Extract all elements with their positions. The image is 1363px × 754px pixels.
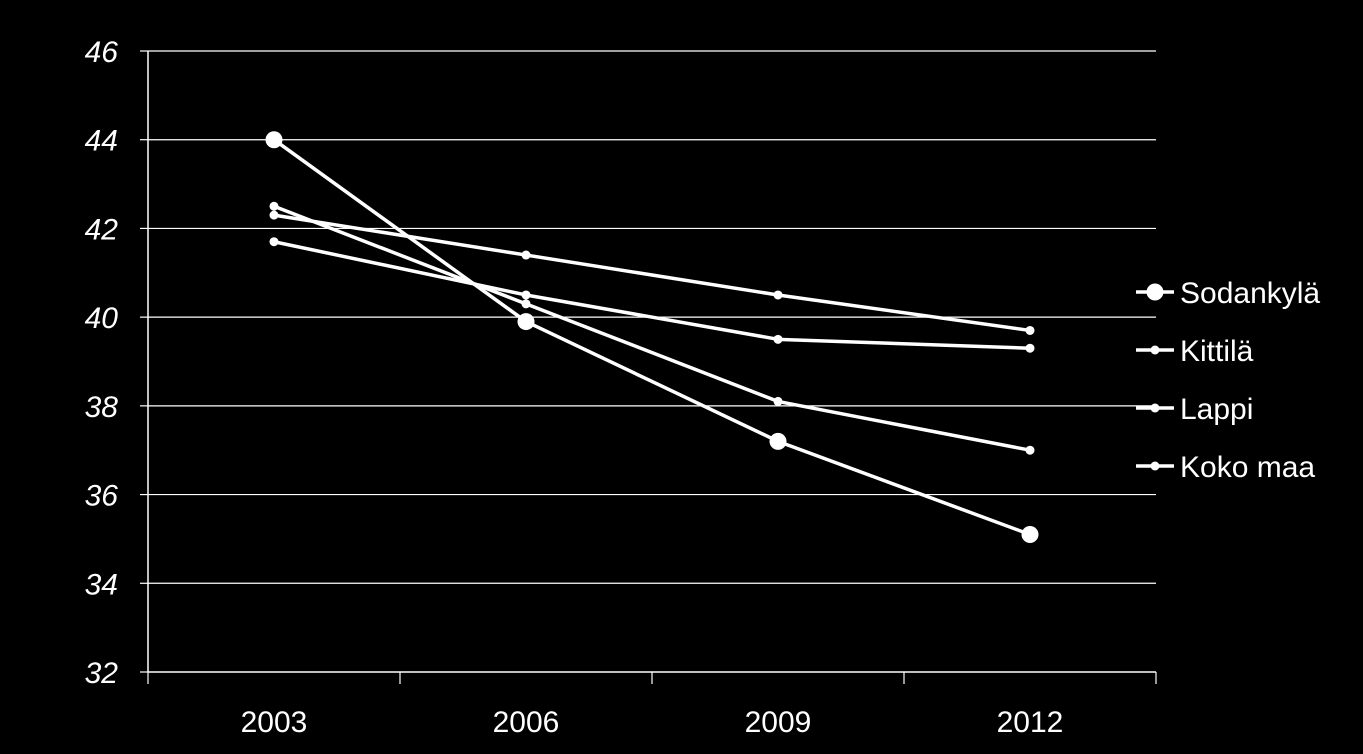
series-lines <box>265 131 1039 543</box>
x-tick-label: 2012 <box>997 706 1064 739</box>
data-point <box>769 432 787 450</box>
legend-item-0: Sodankylä <box>1136 277 1320 310</box>
legend-label: Koko maa <box>1180 451 1315 484</box>
data-point <box>773 290 783 300</box>
series-line <box>273 204 1031 452</box>
legend-item-2: Lappi <box>1136 393 1253 426</box>
series-3 <box>269 201 1035 455</box>
legend: Sodankylä Kittilä Lappi Koko maa <box>1136 277 1320 484</box>
y-tick-label: 36 <box>85 480 119 513</box>
y-tick-label: 38 <box>85 391 119 424</box>
y-tick-label: 40 <box>85 302 119 335</box>
x-axis-tick-labels: 2003 2006 2009 2012 <box>241 706 1064 739</box>
y-tick-label: 44 <box>85 125 118 158</box>
legend-marker <box>1146 283 1164 301</box>
data-point <box>265 131 283 149</box>
series-line <box>273 240 1031 350</box>
data-point <box>773 396 783 406</box>
x-tick-label: 2003 <box>241 706 308 739</box>
data-point <box>521 250 531 260</box>
legend-marker <box>1150 461 1160 471</box>
data-point <box>269 201 279 211</box>
series-0 <box>265 131 1039 543</box>
data-point <box>269 210 279 220</box>
data-point <box>521 299 531 309</box>
series-line <box>272 138 1031 537</box>
data-point <box>1025 325 1035 335</box>
y-tick-label: 34 <box>85 568 118 601</box>
legend-item-3: Koko maa <box>1136 451 1315 484</box>
gridlines <box>148 50 1156 584</box>
legend-marker <box>1150 403 1160 413</box>
data-point <box>1021 525 1039 543</box>
legend-label: Kittilä <box>1180 335 1254 368</box>
y-tick-label: 32 <box>85 657 119 690</box>
data-point <box>773 334 783 344</box>
legend-label: Lappi <box>1180 393 1253 426</box>
data-point <box>1025 343 1035 353</box>
series-2 <box>269 237 1035 353</box>
y-tick-label: 46 <box>85 36 119 69</box>
series-line <box>273 213 1031 333</box>
series-1 <box>269 210 1035 335</box>
legend-label: Sodankylä <box>1180 277 1320 310</box>
y-axis-tick-labels: 32 34 36 38 40 42 44 46 <box>85 36 119 690</box>
x-tick-label: 2009 <box>745 706 812 739</box>
legend-marker <box>1150 345 1160 355</box>
data-point <box>1025 445 1035 455</box>
legend-item-1: Kittilä <box>1136 335 1254 368</box>
data-point <box>269 237 279 247</box>
x-tick-label: 2006 <box>493 706 560 739</box>
axes <box>140 50 1157 684</box>
data-point <box>517 313 535 331</box>
data-point <box>521 290 531 300</box>
y-tick-label: 42 <box>85 213 119 246</box>
